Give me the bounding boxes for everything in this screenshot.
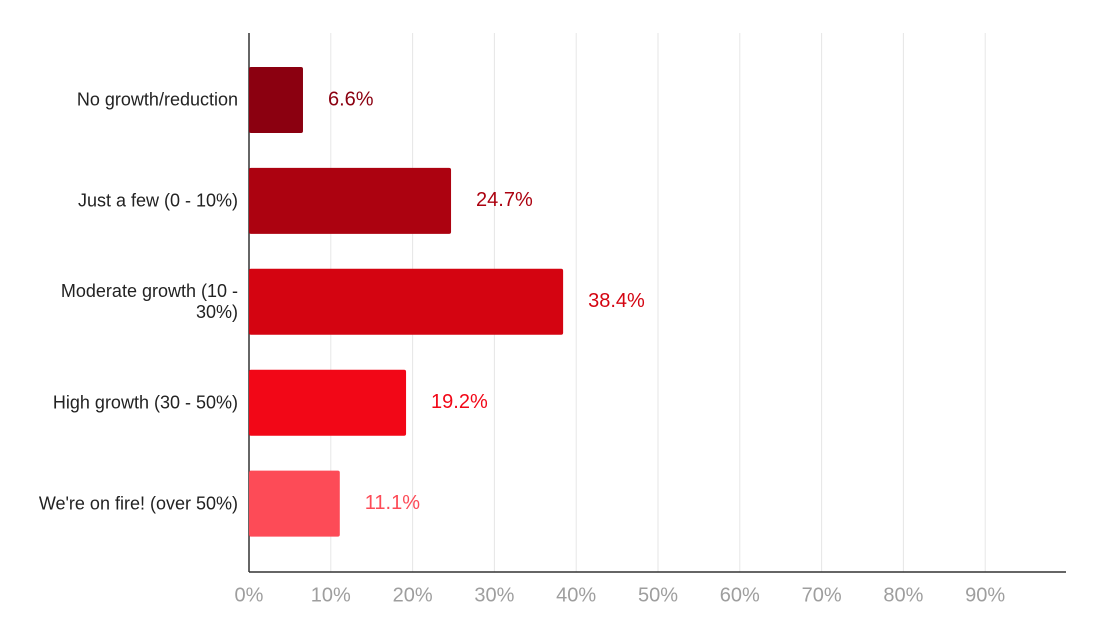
- value-label: 24.7%: [476, 189, 533, 211]
- bar: [249, 67, 303, 133]
- category-label: No growth/reduction: [76, 89, 238, 110]
- category-label: We're on fire! (over 50%): [38, 493, 238, 514]
- x-tick-label: 0%: [235, 584, 264, 606]
- category-label: Moderate growth (10 - 30%): [60, 280, 238, 322]
- x-tick-label: 30%: [474, 584, 514, 606]
- value-label: 38.4%: [588, 290, 645, 312]
- x-tick-label: 20%: [393, 584, 433, 606]
- x-tick-label: 70%: [802, 584, 842, 606]
- value-label: 11.1%: [365, 492, 420, 514]
- x-tick-label: 50%: [638, 584, 678, 606]
- value-label: 6.6%: [328, 88, 374, 110]
- category-label: High growth (30 - 50%): [52, 392, 238, 413]
- bar: [249, 470, 340, 537]
- x-tick-label: 10%: [311, 584, 351, 606]
- x-tick-label: 40%: [556, 584, 596, 606]
- bar: [249, 167, 452, 234]
- x-tick-label: 60%: [720, 584, 760, 606]
- x-tick-label: 90%: [965, 584, 1005, 606]
- bar: [249, 369, 407, 436]
- x-tick-label: 80%: [883, 584, 923, 606]
- bar: [249, 268, 564, 335]
- value-label: 19.2%: [431, 391, 488, 413]
- category-label: Just a few (0 - 10%): [77, 190, 238, 211]
